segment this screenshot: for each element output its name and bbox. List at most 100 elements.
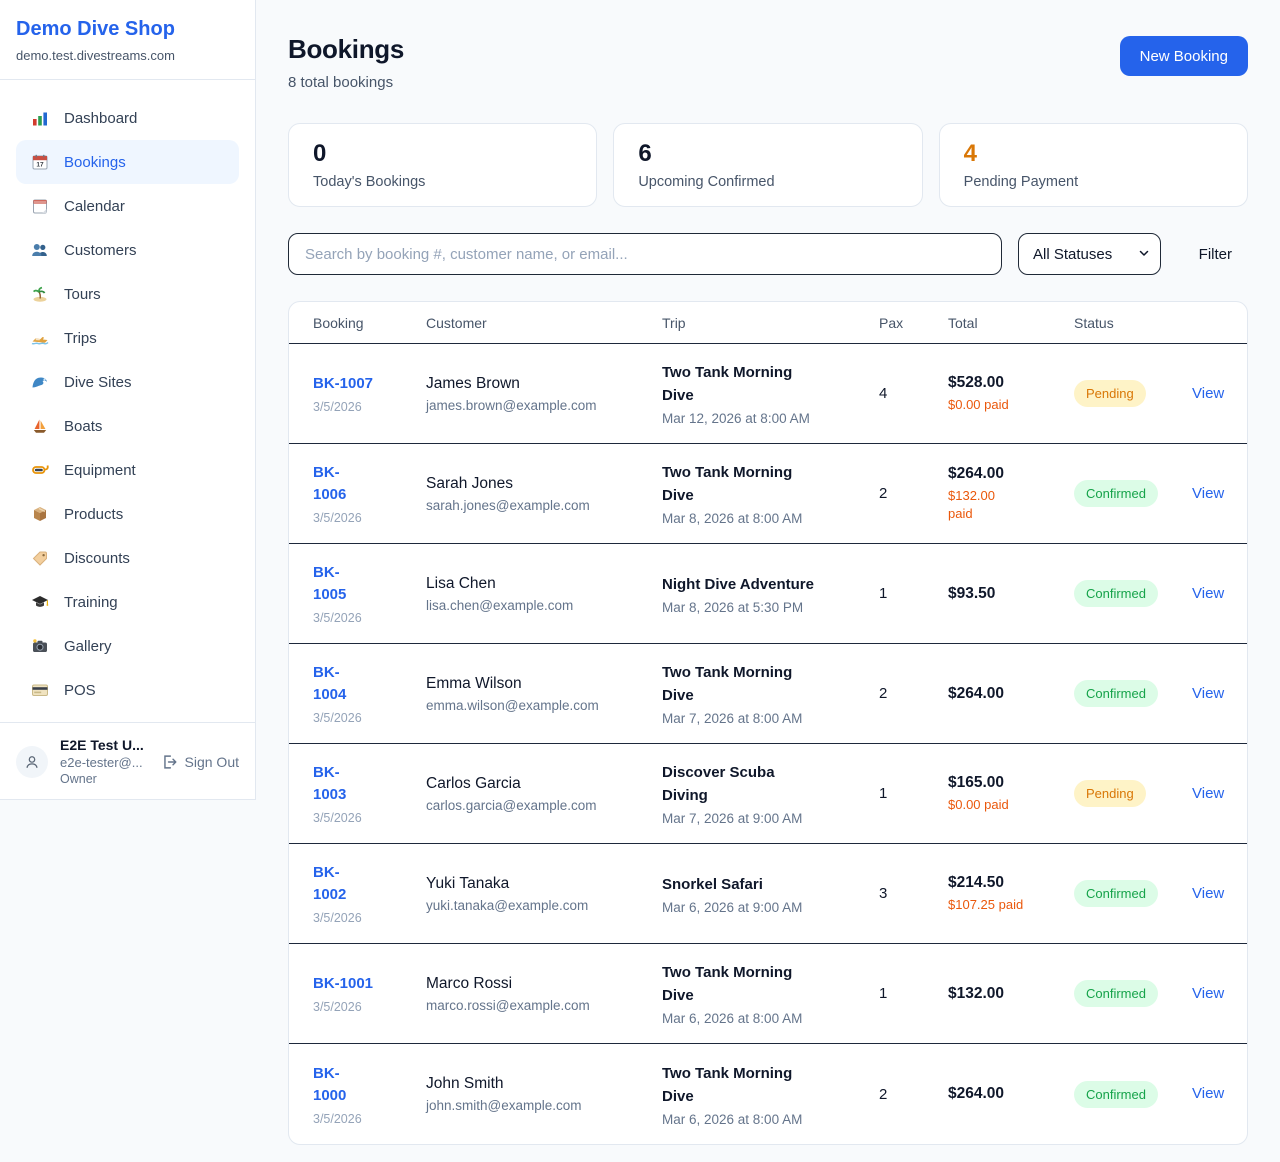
trip-name: Discover Scuba Diving <box>662 764 775 804</box>
view-link[interactable]: View <box>1192 984 1225 1002</box>
view-link[interactable]: View <box>1192 684 1225 702</box>
bookings-table: Booking Customer Trip Pax Total Status B… <box>288 301 1248 1145</box>
status-badge: Pending <box>1074 780 1146 807</box>
total-amount: $528.00 <box>948 373 1005 391</box>
table-row: BK- 1006 3/5/2026 Sarah Jones sarah.jones… <box>289 444 1247 544</box>
booking-id-link[interactable]: BK- 1004 <box>313 664 347 703</box>
stat-label: Upcoming Confirmed <box>638 174 775 190</box>
customer-email: yuki.tanaka@example.com <box>426 897 589 913</box>
sidebar-item-pos[interactable]: POS <box>16 668 239 712</box>
booking-cell: BK- 1000 3/5/2026 <box>313 1063 426 1126</box>
customer-name: Carlos Garcia <box>426 774 521 792</box>
table-row: BK- 1000 3/5/2026 John Smith john.smith@e… <box>289 1044 1247 1144</box>
sidebar-item-calendar[interactable]: Calendar <box>16 184 239 228</box>
search-input[interactable] <box>288 233 1002 275</box>
status-badge: Confirmed <box>1074 580 1158 607</box>
sidebar-item-label: Gallery <box>64 637 112 655</box>
view-link[interactable]: View <box>1192 884 1225 902</box>
trip-name: Two Tank Morning Dive <box>662 364 793 404</box>
package-icon <box>30 504 50 524</box>
sidebar-item-boats[interactable]: Boats <box>16 404 239 448</box>
view-link[interactable]: View <box>1192 384 1225 402</box>
trip-name: Snorkel Safari <box>662 875 763 893</box>
trip-datetime: Mar 6, 2026 at 8:00 AM <box>662 1111 803 1127</box>
sidebar-item-discounts[interactable]: Discounts <box>16 536 239 580</box>
main-content: Bookings 8 total bookings New Booking 0 … <box>256 0 1280 1145</box>
sidebar-item-dive-sites[interactable]: Dive Sites <box>16 360 239 404</box>
sidebar-item-dashboard[interactable]: Dashboard <box>16 96 239 140</box>
table-row: BK-1007 3/5/2026 James Brown james.brown… <box>289 344 1247 444</box>
booking-id-link[interactable]: BK- 1003 <box>313 764 347 803</box>
column-header-customer: Customer <box>426 314 487 331</box>
customer-cell: Yuki Tanaka yuki.tanaka@example.com <box>426 875 662 913</box>
status-badge: Confirmed <box>1074 680 1158 707</box>
wave-icon <box>30 372 50 392</box>
sidebar-item-trips[interactable]: Trips <box>16 316 239 360</box>
customer-name: Sarah Jones <box>426 474 514 492</box>
stat-card-pending-payment: 4 Pending Payment <box>938 123 1248 207</box>
stat-card-todays-bookings: 0 Today's Bookings <box>288 123 598 207</box>
sidebar-item-products[interactable]: Products <box>16 492 239 536</box>
booking-id-link[interactable]: BK-1007 <box>313 375 374 392</box>
booking-id-link[interactable]: BK- 1000 <box>313 1064 347 1104</box>
column-header-trip: Trip <box>662 314 686 331</box>
sidebar-item-label: Dive Sites <box>64 373 132 391</box>
booking-cell: BK- 1003 3/5/2026 <box>313 762 426 825</box>
total-cell: $132.00 <box>948 985 1074 1003</box>
page-subtitle: 8 total bookings <box>288 74 394 91</box>
trip-name: Two Tank Morning Dive <box>662 1064 793 1105</box>
sidebar-item-bookings[interactable]: 17 Bookings <box>16 140 239 184</box>
status-cell: Confirmed <box>1074 880 1192 907</box>
credit-card-icon <box>30 680 50 700</box>
booking-cell: BK-1001 3/5/2026 <box>313 973 426 1014</box>
booking-id-link[interactable]: BK- 1005 <box>313 564 347 603</box>
customer-name: Lisa Chen <box>426 574 496 592</box>
view-link[interactable]: View <box>1192 784 1225 802</box>
column-header-booking: Booking <box>313 314 364 331</box>
table-row: BK-1001 3/5/2026 Marco Rossi marco.rossi… <box>289 944 1247 1044</box>
actions-cell: View <box>1192 985 1224 1003</box>
trip-datetime: Mar 7, 2026 at 9:00 AM <box>662 811 803 826</box>
pax-cell: 2 <box>879 485 888 502</box>
booking-id-link[interactable]: BK-1001 <box>313 975 374 992</box>
view-link[interactable]: View <box>1192 584 1225 602</box>
customer-name: Marco Rossi <box>426 974 513 992</box>
sidebar-item-label: Equipment <box>64 461 136 479</box>
stat-card-upcoming-confirmed: 6 Upcoming Confirmed <box>613 123 923 207</box>
sidebar-item-label: Customers <box>64 241 137 259</box>
user-section: E2E Test U... e2e-tester@... Owner Sign … <box>0 722 255 804</box>
view-link[interactable]: View <box>1192 484 1225 502</box>
actions-cell: View <box>1192 885 1224 903</box>
total-amount: $264.00 <box>948 1085 1005 1102</box>
trip-datetime: Mar 12, 2026 at 8:00 AM <box>662 411 810 426</box>
brand-domain: demo.test.divestreams.com <box>16 48 175 63</box>
status-badge: Confirmed <box>1074 980 1158 1007</box>
booking-id-link[interactable]: BK- 1006 <box>313 464 347 503</box>
status-select[interactable]: All Statuses <box>1018 233 1161 275</box>
sidebar-item-equipment[interactable]: Equipment <box>16 448 239 492</box>
sidebar-item-training[interactable]: Training <box>16 580 239 624</box>
customer-cell: Carlos Garcia carlos.garcia@example.com <box>426 775 662 813</box>
booking-cell: BK- 1006 3/5/2026 <box>313 462 426 525</box>
new-booking-button[interactable]: New Booking <box>1119 36 1248 76</box>
booking-date: 3/5/2026 <box>313 511 362 525</box>
people-icon <box>30 240 50 260</box>
sidebar-item-label: Dashboard <box>64 109 138 127</box>
sign-out-button[interactable]: Sign Out <box>160 753 239 771</box>
sidebar-item-tours[interactable]: Tours <box>16 272 239 316</box>
pax-cell: 3 <box>879 885 888 902</box>
island-icon <box>30 284 50 304</box>
status-cell: Confirmed <box>1074 480 1192 507</box>
booking-date: 3/5/2026 <box>313 711 362 725</box>
status-cell: Confirmed <box>1074 580 1192 607</box>
view-link[interactable]: View <box>1192 1085 1225 1102</box>
sidebar-item-label: POS <box>64 681 96 699</box>
booking-date: 3/5/2026 <box>313 1000 362 1014</box>
stat-value: 0 <box>313 140 327 167</box>
sidebar-item-gallery[interactable]: Gallery <box>16 624 239 668</box>
booking-id-link[interactable]: BK- 1002 <box>313 864 347 903</box>
filter-button[interactable]: Filter <box>1198 245 1232 263</box>
sidebar-item-customers[interactable]: Customers <box>16 228 239 272</box>
column-header-pax: Pax <box>879 314 904 331</box>
actions-cell: View <box>1192 685 1224 703</box>
